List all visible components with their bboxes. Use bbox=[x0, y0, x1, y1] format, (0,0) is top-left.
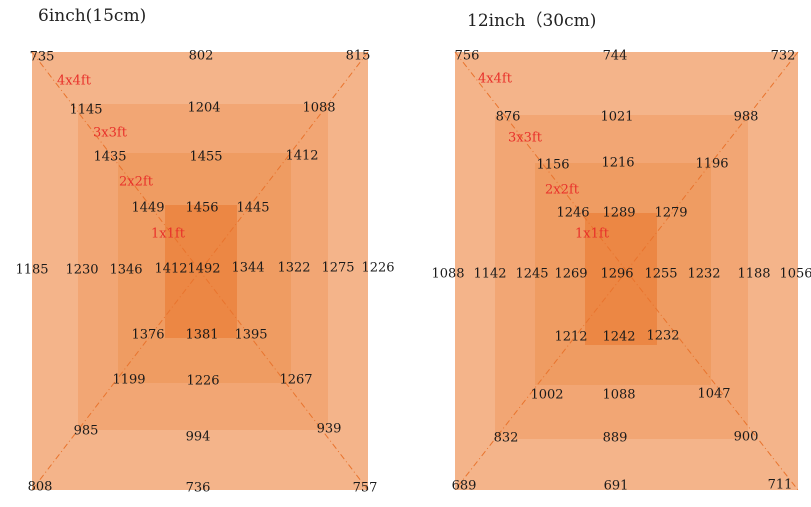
size-label-3x3: 3x3ft bbox=[93, 125, 127, 141]
size-label-2x2: 2x2ft bbox=[545, 182, 579, 198]
value-outer-right: 1056 bbox=[779, 266, 811, 282]
value-3x3-bl: 1199 bbox=[112, 372, 146, 388]
value-4x4-tr: 988 bbox=[733, 109, 759, 125]
value-4x4-right: 1275 bbox=[321, 260, 355, 276]
value-4x4-bl: 832 bbox=[493, 430, 519, 446]
value-4x4-tl: 876 bbox=[495, 109, 521, 125]
value-outer-top: 802 bbox=[188, 48, 214, 64]
value-outer-left: 1185 bbox=[15, 262, 49, 278]
value-2x2-tr: 1279 bbox=[654, 205, 688, 221]
value-2x2-tl: 1449 bbox=[131, 200, 165, 216]
size-label-4x4: 4x4ft bbox=[57, 73, 91, 89]
value-3x3-top: 1455 bbox=[189, 149, 223, 165]
value-4x4-tr: 1088 bbox=[302, 100, 336, 116]
value-2x2-top: 1289 bbox=[602, 205, 636, 221]
zone-1x1 bbox=[585, 213, 657, 345]
value-3x3-tl: 1156 bbox=[536, 157, 570, 173]
value-3x3-tr: 1412 bbox=[285, 148, 319, 164]
value-2x2-tr: 1445 bbox=[236, 200, 270, 216]
value-4x4-top: 1021 bbox=[600, 109, 634, 125]
value-2x2-bottom: 1381 bbox=[185, 327, 219, 343]
value-outer-left: 1088 bbox=[431, 266, 465, 282]
value-2x2-tl: 1246 bbox=[556, 205, 590, 221]
size-label-2x2: 2x2ft bbox=[119, 174, 153, 190]
panel-12inch: 12inch（30cm) 4x4ft 3x3ft 2x2ft 1x1ft 756… bbox=[405, 0, 811, 507]
panel-title: 12inch（30cm) bbox=[467, 11, 597, 31]
value-3x3-bottom: 1088 bbox=[602, 387, 636, 403]
value-2x2-bottom: 1242 bbox=[602, 329, 636, 345]
value-3x3-left: 1346 bbox=[109, 262, 143, 278]
value-3x3-bottom: 1226 bbox=[186, 373, 220, 389]
value-outer-right: 1226 bbox=[361, 260, 395, 276]
value-4x4-bl: 985 bbox=[73, 423, 99, 439]
value-4x4-bottom: 994 bbox=[185, 429, 211, 445]
value-3x3-br: 1047 bbox=[697, 386, 731, 402]
value-3x3-tl: 1435 bbox=[93, 149, 127, 165]
value-3x3-right: 1232 bbox=[687, 266, 721, 282]
value-2x2-br: 1232 bbox=[646, 328, 680, 344]
size-label-3x3: 3x3ft bbox=[508, 130, 542, 146]
value-4x4-br: 939 bbox=[316, 421, 342, 437]
value-2x2-bl: 1376 bbox=[131, 327, 165, 343]
value-3x3-bl: 1002 bbox=[530, 387, 564, 403]
value-center: 1296 bbox=[600, 266, 634, 282]
value-outer-bl: 808 bbox=[27, 479, 53, 495]
value-4x4-left: 1230 bbox=[65, 262, 99, 278]
value-2x2-top: 1456 bbox=[185, 200, 219, 216]
value-outer-tr: 732 bbox=[770, 48, 796, 64]
size-label-4x4: 4x4ft bbox=[478, 71, 512, 87]
value-2x2-right: 1344 bbox=[231, 260, 265, 276]
value-4x4-left: 1142 bbox=[473, 266, 507, 282]
value-outer-tr: 815 bbox=[345, 48, 371, 64]
value-4x4-br: 900 bbox=[733, 429, 759, 445]
value-4x4-right: 1188 bbox=[737, 266, 771, 282]
value-outer-tl: 756 bbox=[454, 48, 480, 64]
value-3x3-right: 1322 bbox=[277, 260, 311, 276]
value-2x2-left: 1269 bbox=[554, 266, 588, 282]
value-2x2-left: 1412 bbox=[154, 261, 188, 277]
value-3x3-left: 1245 bbox=[515, 266, 549, 282]
value-outer-bl: 689 bbox=[451, 478, 477, 494]
value-2x2-bl: 1212 bbox=[554, 329, 588, 345]
value-3x3-tr: 1196 bbox=[695, 156, 729, 172]
diagonal-lines bbox=[31, 51, 369, 491]
value-2x2-right: 1255 bbox=[644, 266, 678, 282]
value-outer-br: 757 bbox=[352, 480, 378, 496]
value-4x4-top: 1204 bbox=[187, 100, 221, 116]
diagonal-tr-bl bbox=[31, 51, 369, 491]
diagonal-lines bbox=[454, 51, 799, 491]
value-outer-top: 744 bbox=[602, 48, 628, 64]
value-3x3-br: 1267 bbox=[279, 372, 313, 388]
panel-6inch: 6inch(15cm) 4x4ft 3x3ft 2x2ft 1x1ft 735 … bbox=[0, 0, 405, 507]
value-3x3-top: 1216 bbox=[601, 155, 635, 171]
diagonal-tr-bl bbox=[454, 51, 799, 491]
size-label-1x1: 1x1ft bbox=[151, 226, 185, 242]
value-outer-bottom: 691 bbox=[603, 478, 629, 494]
value-2x2-br: 1395 bbox=[234, 327, 268, 343]
panel-title: 6inch(15cm) bbox=[38, 6, 147, 26]
value-4x4-bottom: 889 bbox=[602, 430, 628, 446]
value-outer-bottom: 736 bbox=[185, 480, 211, 496]
value-4x4-tl: 1145 bbox=[69, 102, 103, 118]
size-label-1x1: 1x1ft bbox=[575, 226, 609, 242]
value-center: 1492 bbox=[187, 261, 221, 277]
value-outer-br: 711 bbox=[767, 477, 793, 493]
value-outer-tl: 735 bbox=[29, 49, 55, 65]
